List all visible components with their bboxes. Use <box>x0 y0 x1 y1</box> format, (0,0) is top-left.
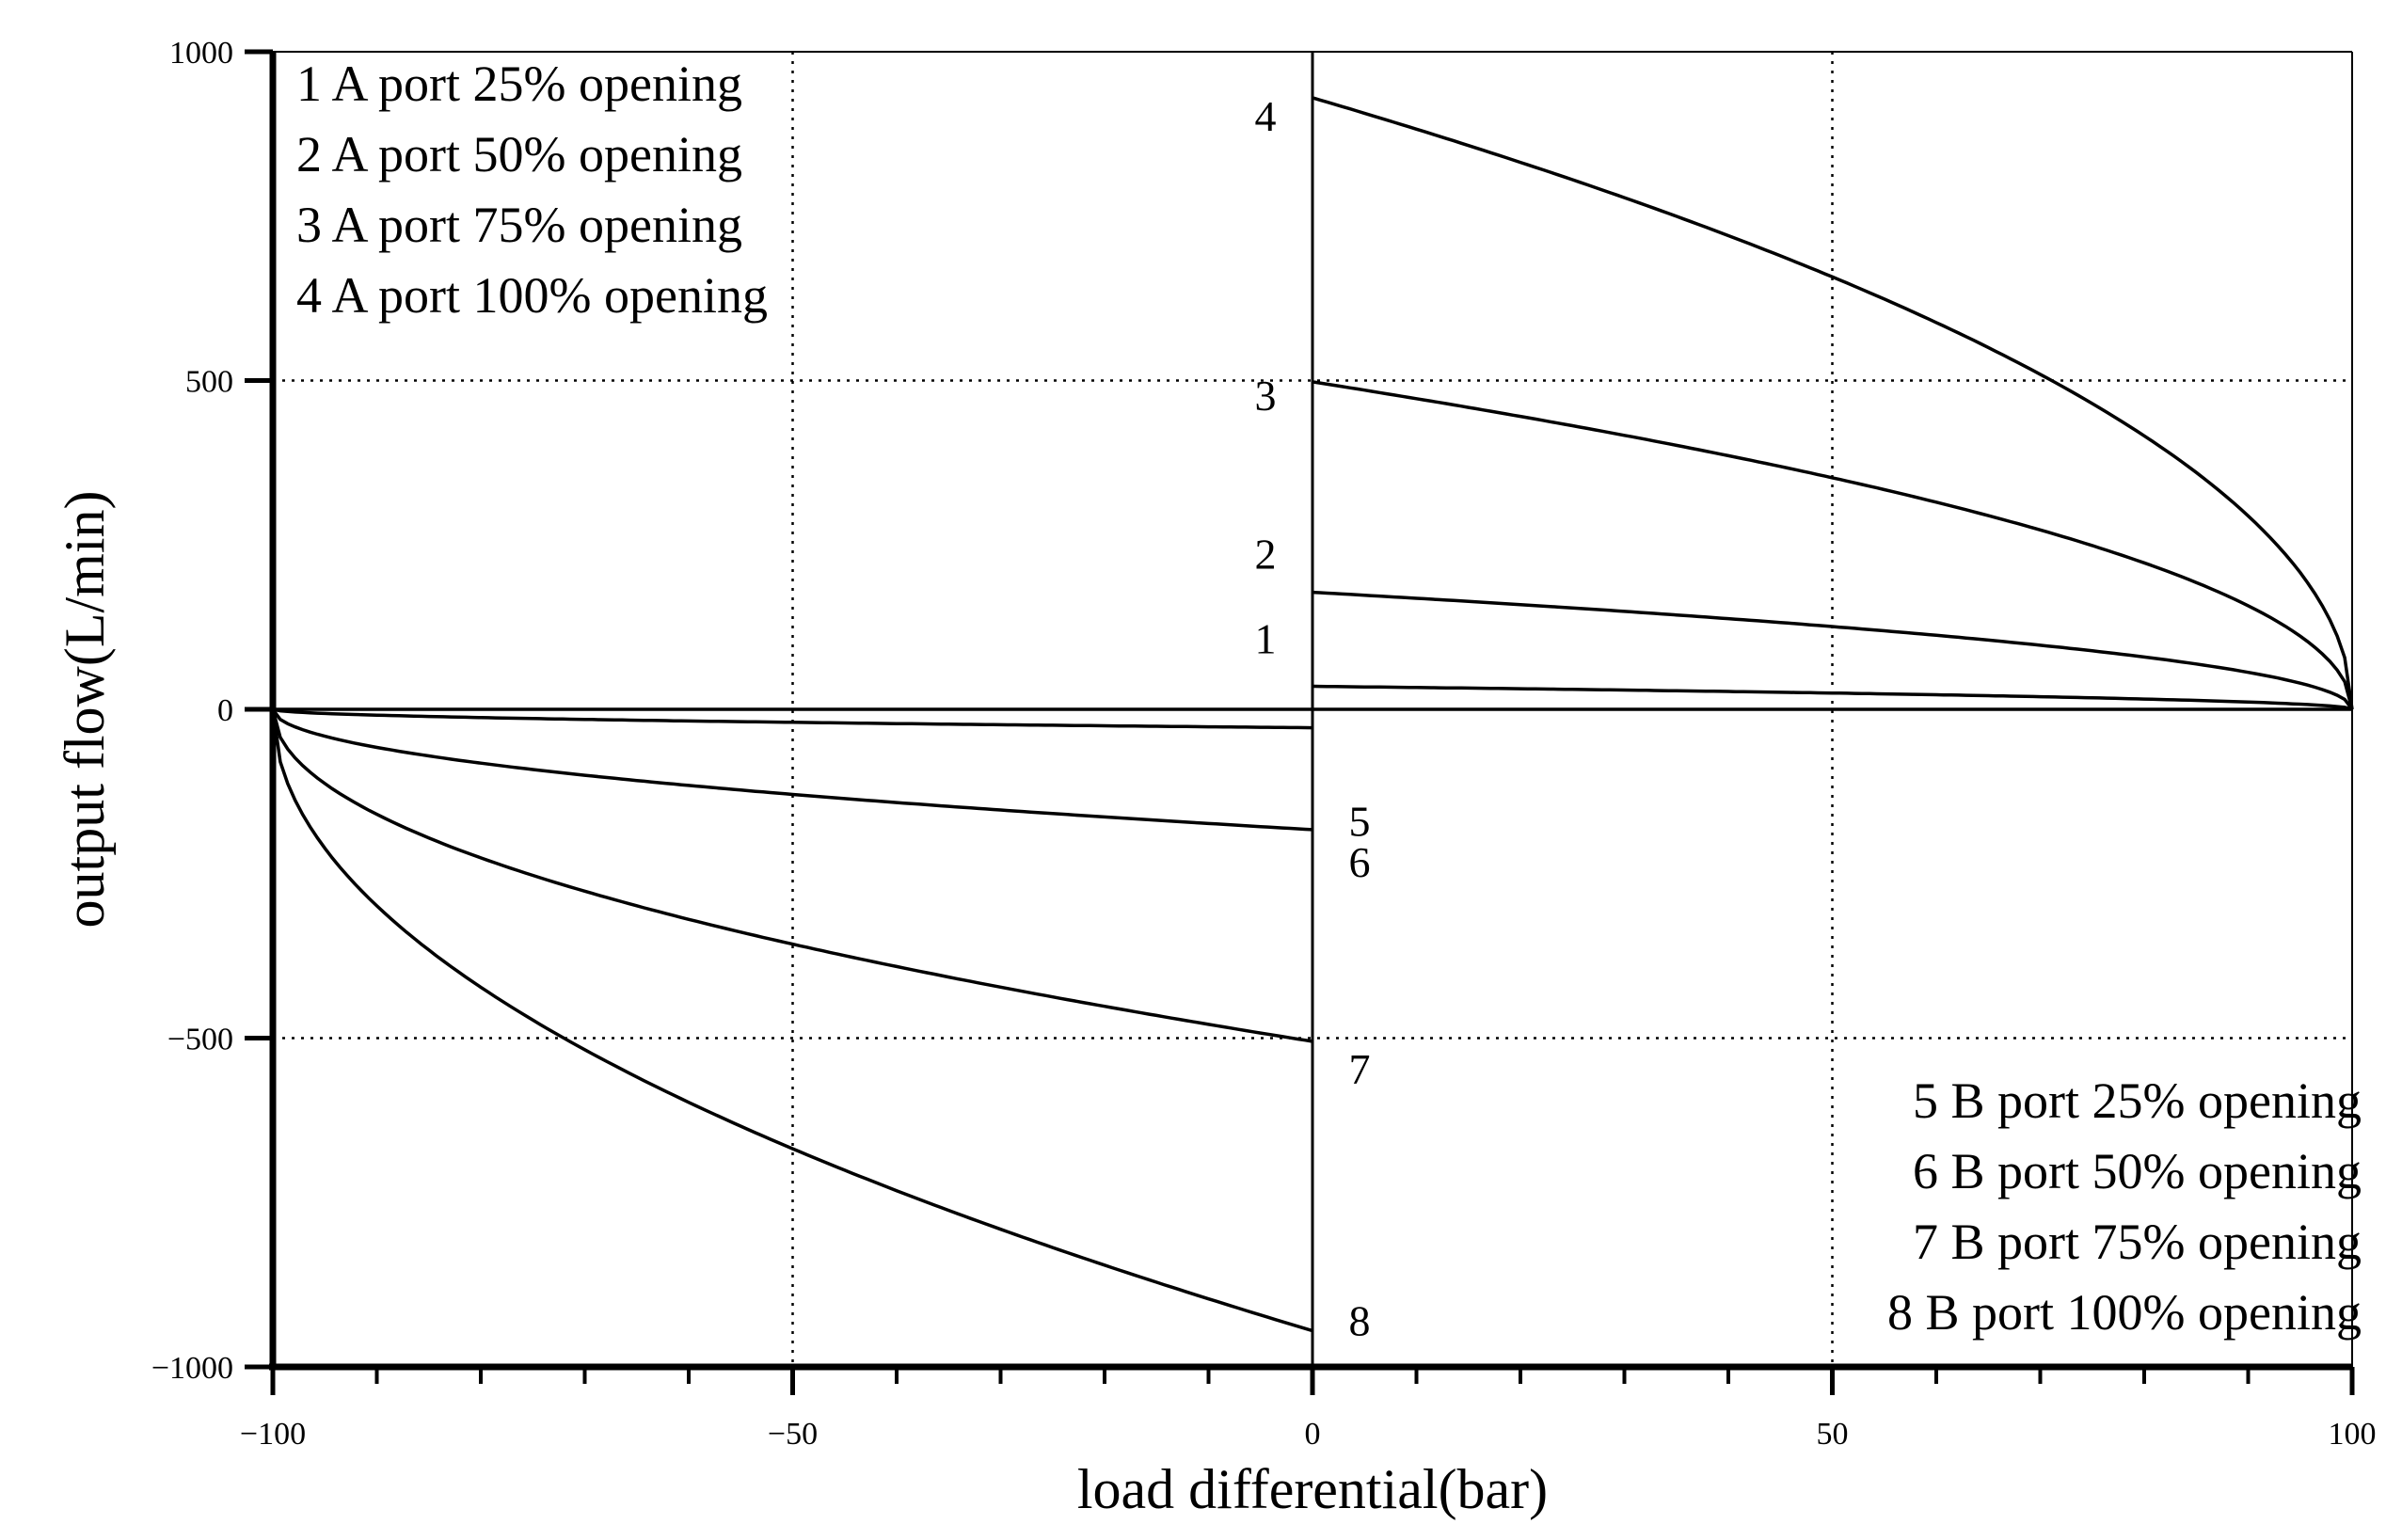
legend-entry-5: 5 B port 25% opening <box>1913 1072 2362 1129</box>
y-tick-label: −500 <box>167 1023 233 1057</box>
curve-label-5: 5 <box>1349 798 1371 846</box>
series-line-5 <box>272 707 1313 730</box>
x-tick-label: −100 <box>240 1417 306 1452</box>
x-tick-label: 100 <box>2329 1417 2377 1452</box>
series-line-3 <box>1312 380 2354 710</box>
curve-label-6: 6 <box>1349 838 1371 886</box>
series-line-1 <box>1312 684 2353 711</box>
series-line-8 <box>271 708 1313 1333</box>
curve-label-1: 1 <box>1255 615 1277 663</box>
tick-marks <box>245 49 2355 1395</box>
y-tick-label: 500 <box>185 365 233 400</box>
legend-entry-4: 4 A port 100% opening <box>296 267 768 324</box>
legend-entry-6: 6 B port 50% opening <box>1913 1143 2362 1199</box>
legend-entry-7: 7 B port 75% opening <box>1913 1214 2362 1270</box>
grid-lines <box>273 52 2352 1367</box>
series-group <box>271 96 2354 1333</box>
series-line-6 <box>271 707 1313 832</box>
x-tick-label: 50 <box>1817 1417 1849 1452</box>
legend-a-port: 1 A port 25% opening 2 A port 50% openin… <box>296 56 768 324</box>
legend-entry-2: 2 A port 50% opening <box>296 126 742 183</box>
curve-label-2: 2 <box>1255 531 1277 579</box>
y-tick-label: −1000 <box>151 1351 233 1386</box>
series-line-4 <box>1312 96 2354 710</box>
y-tick-label: 1000 <box>169 36 233 71</box>
y-axis-title: output flow(L/min) <box>54 491 116 929</box>
legend-entry-1: 1 A port 25% opening <box>296 56 742 112</box>
legend-b-port: 5 B port 25% opening 6 B port 50% openin… <box>1887 1072 2362 1341</box>
legend-entry-3: 3 A port 75% opening <box>296 197 742 253</box>
curve-label-4: 4 <box>1255 92 1277 140</box>
x-axis-title: load differential(bar) <box>1077 1458 1548 1520</box>
curve-labels: 1 2 3 4 56 7 8 <box>1255 92 1371 1345</box>
x-tick-label: −50 <box>768 1417 818 1452</box>
curve-label-8: 8 <box>1349 1297 1371 1345</box>
legend-entry-8: 8 B port 100% opening <box>1887 1284 2362 1341</box>
curve-label-3: 3 <box>1255 372 1277 420</box>
series-line-2 <box>1312 590 2354 711</box>
series-line-7 <box>271 708 1313 1043</box>
x-tick-label: 0 <box>1305 1417 1321 1452</box>
curve-label-7: 7 <box>1349 1045 1371 1093</box>
y-tick-label: 0 <box>217 693 233 728</box>
